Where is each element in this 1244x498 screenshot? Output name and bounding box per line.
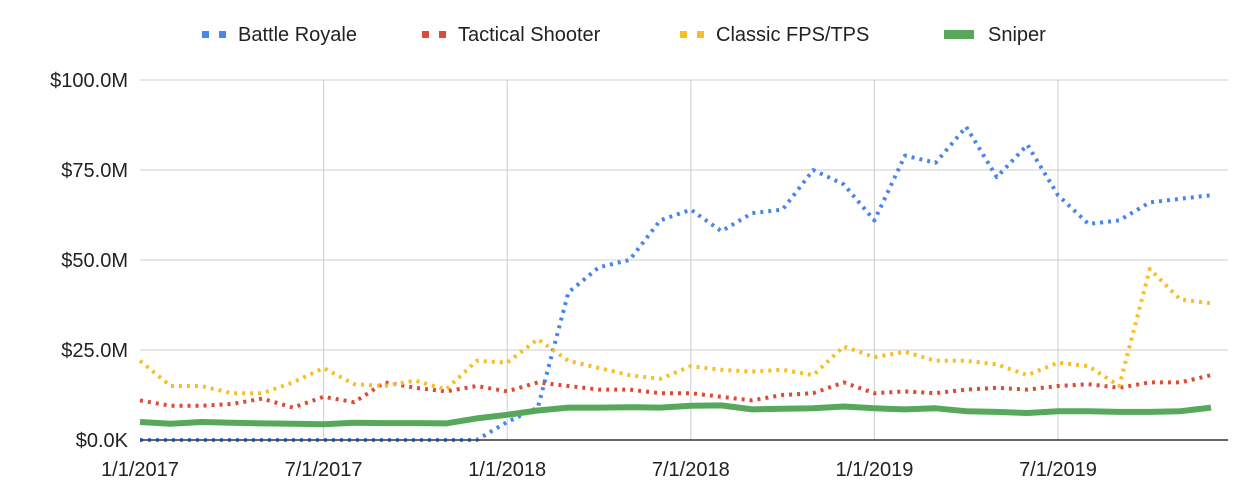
axes: $0.0K $25.0M $50.0M $75.0M $100.0M 1/1/2017 7/… [50,70,1228,481]
legend-item-tactical-shooter[interactable]: Tactical Shooter [422,24,601,46]
legend-swatch [697,31,704,38]
legend-swatch [944,30,974,39]
x-tick-label: 7/1/2018 [652,459,730,481]
y-tick-label: $25.0M [61,340,128,362]
y-tick-label: $50.0M [61,250,128,272]
legend-swatch [202,31,209,38]
series-line-classic-fps-tps [138,267,1212,396]
legend-label: Classic FPS/TPS [716,24,869,46]
legend-label: Tactical Shooter [458,24,601,46]
y-tick-label: $0.0K [76,430,129,452]
x-tick-label: 1/1/2019 [835,459,913,481]
series-line-sniper [139,402,1212,428]
series-lines [138,124,1212,442]
series-line-battle-royale [140,124,1212,442]
series-line-tactical-shooter [139,373,1212,410]
legend: Battle Royale Tactical Shooter Classic FPS… [202,24,1046,46]
x-tick-label: 7/1/2019 [1019,459,1097,481]
x-tick-label: 1/1/2017 [101,459,179,481]
gridlines [140,79,1228,440]
legend-swatch [439,31,446,38]
x-tick-label: 1/1/2018 [468,459,546,481]
legend-item-battle-royale[interactable]: Battle Royale [202,24,357,46]
y-tick-label: $75.0M [61,160,128,182]
legend-swatch [219,31,226,38]
y-tick-label: $100.0M [50,70,128,92]
legend-label: Battle Royale [238,24,357,46]
legend-item-classic-fps-tps[interactable]: Classic FPS/TPS [680,24,869,46]
legend-swatch [422,31,429,38]
legend-label: Sniper [988,24,1046,46]
legend-item-sniper[interactable]: Sniper [944,24,1046,46]
x-tick-label: 7/1/2017 [285,459,363,481]
legend-swatch [680,31,687,38]
